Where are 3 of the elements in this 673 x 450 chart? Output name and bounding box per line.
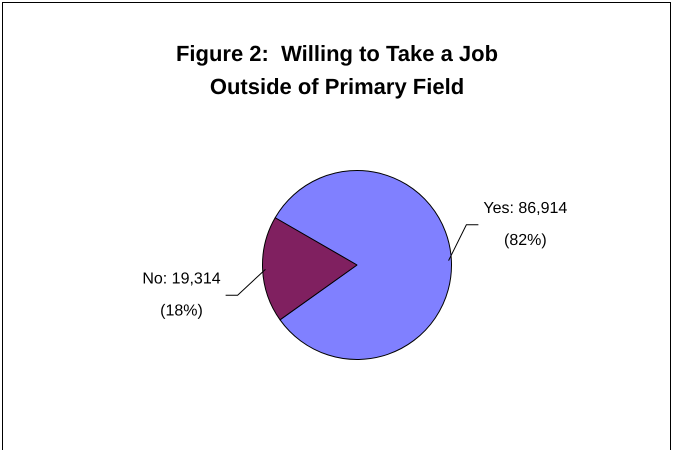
chart-title: Figure 2: Willing to Take a Job Outside of Primary Field xyxy=(176,41,498,100)
slice-label: Yes: 86,914 (82%) xyxy=(483,200,568,250)
slice-label: No: 19,314 (18%) xyxy=(142,270,221,320)
